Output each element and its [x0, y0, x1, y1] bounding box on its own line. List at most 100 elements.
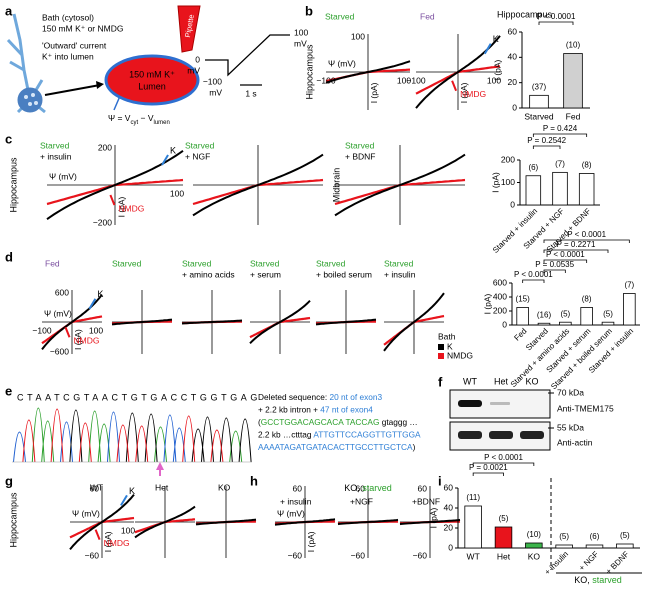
voltage-protocol: [205, 34, 290, 77]
k-trace: [249, 299, 311, 345]
n-label: (5): [559, 532, 569, 541]
plot-title: Starved: [112, 258, 142, 268]
trace-label: NMDG: [74, 335, 100, 345]
axis-label: I (pA): [306, 531, 316, 552]
p-value: P = 0.2271: [557, 240, 596, 249]
group-label: KO, starved: [574, 575, 622, 585]
tick-label: 100: [170, 188, 184, 198]
y-tick-label: 200: [501, 154, 515, 164]
arrow: [113, 95, 121, 111]
plot-title: + serum: [250, 269, 281, 279]
bar: [464, 505, 482, 549]
sequence-note: 2.2 kb …ctttag ATTGTTCCAGGTTGTTGGA: [258, 430, 421, 440]
lumen: [104, 54, 200, 106]
label: −100: [203, 76, 222, 86]
label: 100: [294, 27, 308, 37]
label: Anti-actin: [557, 437, 593, 447]
axis-label: Ψ (mV): [328, 58, 356, 68]
band: [489, 431, 513, 439]
plot-title: Starved: [384, 258, 414, 268]
label: mV: [294, 38, 307, 48]
n-label: (8): [582, 295, 592, 304]
tick-label: 600: [55, 287, 69, 297]
plot-title: + insulin: [384, 269, 416, 279]
lane-label: KO: [525, 376, 538, 386]
text-part: 2.2 kb …ctttag: [258, 430, 313, 440]
nmdg-arrow: [109, 194, 116, 206]
tick-label: 60: [356, 483, 366, 493]
row-label: Hippocampus: [304, 44, 314, 100]
panel-label: g: [5, 473, 13, 488]
pipette: [177, 5, 201, 53]
group-label: KO, starved: [344, 483, 392, 493]
text-part: KO,: [344, 483, 362, 493]
chromatogram-peak: [22, 408, 224, 463]
text-part: starved: [592, 575, 622, 585]
y-tick-label: 40: [508, 52, 518, 62]
n-label: (8): [582, 161, 592, 170]
y-tick-label: 20: [508, 77, 518, 87]
p-value: P < 0.0001: [514, 270, 553, 279]
tick-label: −60: [288, 550, 303, 560]
panel-label: f: [438, 374, 443, 389]
tick-label: −60: [413, 550, 428, 560]
y-tick-label: 20: [444, 522, 454, 532]
label: Bath: [438, 331, 456, 341]
legend-swatch: [438, 353, 444, 359]
plot-title: Starved: [40, 140, 70, 150]
bar: [563, 53, 583, 109]
label: mV: [187, 65, 200, 75]
plot-title: + insulin: [280, 496, 312, 506]
x-tick-label: Starved: [524, 111, 554, 121]
tick-label: −100: [406, 75, 425, 85]
label: 70 kDa: [557, 387, 584, 397]
bar: [555, 544, 573, 549]
tick-label: −100: [32, 325, 51, 335]
trace-label: K: [493, 34, 499, 44]
panel-label: b: [305, 3, 313, 18]
k-trace: [181, 319, 243, 325]
plot-title: + NGF: [185, 151, 210, 161]
text-part: ): [413, 442, 416, 452]
panel-label: d: [5, 249, 13, 264]
plot-title: Starved: [316, 258, 346, 268]
y-tick-label: 600: [493, 277, 507, 287]
k-trace: [274, 518, 336, 526]
text-part: − V: [138, 113, 154, 123]
n-label: (10): [527, 530, 542, 539]
neuron: [6, 13, 46, 114]
n-label: (10): [566, 41, 581, 50]
label: mV: [209, 87, 222, 97]
trace-label: NMDG: [104, 538, 130, 548]
chromatogram-peak: [13, 411, 186, 463]
p-value: P < 0.0001: [546, 250, 585, 259]
bar: [525, 175, 542, 206]
k-arrow: [483, 43, 492, 55]
comparison-bracket: [532, 145, 561, 149]
x-tick-label: Starved + insulin: [491, 207, 539, 255]
x-tick-label: Fed: [566, 111, 581, 121]
bar: [537, 322, 551, 326]
axis-label: I (pA): [103, 531, 113, 552]
bar: [529, 94, 549, 109]
n-label: (5): [603, 309, 613, 318]
bar: [601, 321, 615, 326]
text-part: starved: [362, 483, 392, 493]
axis-label: I (pA): [369, 82, 379, 103]
comparison-bracket: [543, 249, 609, 253]
n-label: (16): [537, 310, 552, 319]
comparison-bracket: [543, 239, 630, 243]
plot-title: +NGF: [350, 496, 373, 506]
plot-title: KO: [218, 482, 231, 492]
plot-title: Het: [155, 482, 169, 492]
label: 'Outward' current: [42, 40, 107, 50]
y-tick-label: 200: [493, 305, 507, 315]
tick-label: 100: [121, 525, 135, 535]
sequence: CTAATCGTAACTGTGACCTGGTGAG: [17, 392, 261, 402]
comparison-bracket: [543, 259, 588, 263]
k-arrow: [120, 494, 128, 506]
comparison-bracket: [522, 279, 545, 283]
tick-label: 60: [418, 483, 428, 493]
n-label: (5): [620, 531, 630, 540]
label: 150 mM K⁺: [129, 69, 175, 79]
